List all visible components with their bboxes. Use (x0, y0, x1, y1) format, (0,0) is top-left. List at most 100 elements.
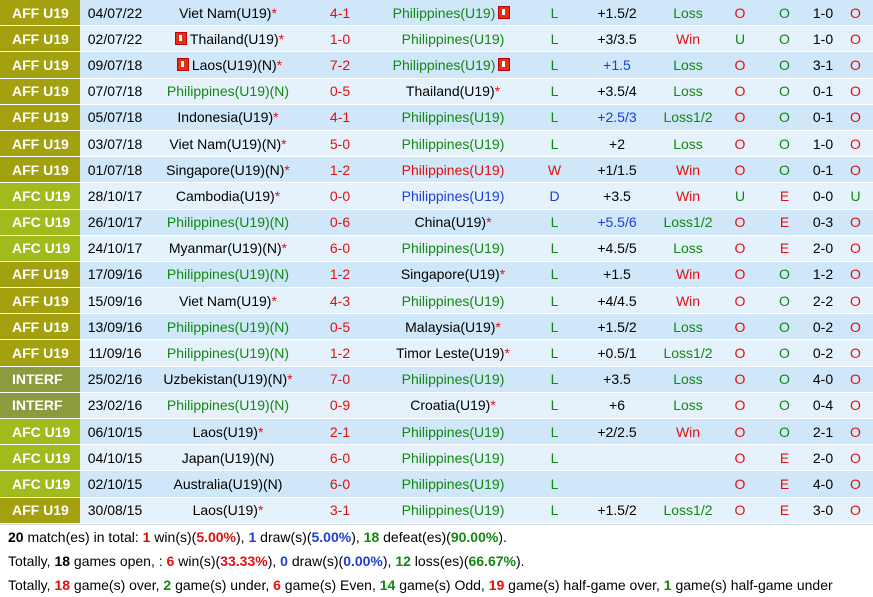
league-cell[interactable]: AFF U19 (0, 287, 80, 315)
score-cell[interactable]: 5-0 (306, 130, 374, 158)
score-cell[interactable]: 6-0 (306, 235, 374, 262)
league-cell[interactable]: AFC U19 (0, 444, 80, 472)
away-team-cell[interactable]: Thailand(U19)* (374, 78, 532, 105)
home-team-name[interactable]: Philippines(U19)(N) (166, 397, 290, 414)
league-cell[interactable]: AFC U19 (0, 235, 80, 262)
away-team-cell[interactable]: Philippines(U19) (374, 444, 532, 472)
away-team-name[interactable]: China(U19) (414, 214, 487, 231)
score-cell[interactable]: 4-3 (306, 287, 374, 315)
away-team-cell[interactable]: Philippines(U19) (374, 418, 532, 446)
home-team-name[interactable]: Thailand(U19) (189, 30, 279, 47)
home-team-name[interactable]: Japan(U19)(N) (181, 449, 275, 466)
score-cell[interactable]: 0-6 (306, 209, 374, 236)
home-team-name[interactable]: Singapore(U19)(N) (166, 161, 285, 178)
home-team-name[interactable]: Philippines(U19)(N) (166, 214, 290, 231)
away-team-name[interactable]: Philippines(U19) (401, 240, 505, 257)
away-team-name[interactable]: Philippines(U19) (392, 4, 496, 21)
home-team-name[interactable]: Philippines(U19)(N) (166, 345, 290, 362)
league-cell[interactable]: AFC U19 (0, 418, 80, 446)
league-cell[interactable]: INTERF (0, 392, 80, 420)
away-team-name[interactable]: Philippines(U19) (401, 161, 505, 178)
away-team-cell[interactable]: Croatia(U19)* (374, 392, 532, 420)
score-cell[interactable]: 4-1 (306, 104, 374, 131)
away-team-name[interactable]: Croatia(U19) (410, 397, 491, 414)
league-cell[interactable]: AFF U19 (0, 78, 80, 105)
league-cell[interactable]: AFC U19 (0, 470, 80, 498)
home-team-cell[interactable]: Viet Nam(U19)(N)* (150, 130, 306, 158)
score-cell[interactable]: 1-0 (306, 25, 374, 53)
home-team-cell[interactable]: Indonesia(U19)* (150, 104, 306, 131)
home-team-cell[interactable]: Viet Nam(U19)* (150, 0, 306, 27)
away-team-name[interactable]: Philippines(U19) (401, 30, 505, 47)
home-team-name[interactable]: Philippines(U19)(N) (166, 83, 290, 100)
score-cell[interactable]: 7-2 (306, 51, 374, 79)
score-cell[interactable]: 1-2 (306, 339, 374, 367)
home-team-name[interactable]: Uzbekistan(U19)(N) (163, 371, 288, 388)
home-team-name[interactable]: Australia(U19)(N) (173, 475, 283, 492)
score-cell[interactable]: 0-0 (306, 182, 374, 210)
away-team-name[interactable]: Timor Leste(U19) (396, 345, 505, 362)
away-team-cell[interactable]: Philippines(U19) (374, 235, 532, 262)
home-team-cell[interactable]: Myanmar(U19)(N)* (150, 235, 306, 262)
home-team-cell[interactable]: Laos(U19)* (150, 497, 306, 524)
league-cell[interactable]: AFF U19 (0, 130, 80, 158)
home-team-cell[interactable]: Philippines(U19)(N) (150, 78, 306, 105)
away-team-name[interactable]: Philippines(U19) (401, 371, 505, 388)
home-team-cell[interactable]: Japan(U19)(N) (150, 444, 306, 472)
away-team-cell[interactable]: Philippines(U19) (374, 25, 532, 53)
home-team-cell[interactable]: Philippines(U19)(N) (150, 313, 306, 341)
score-cell[interactable]: 0-5 (306, 78, 374, 105)
away-team-name[interactable]: Philippines(U19) (401, 109, 505, 126)
home-team-name[interactable]: Laos(U19) (192, 423, 258, 440)
away-team-cell[interactable]: Philippines(U19) (374, 130, 532, 158)
away-team-cell[interactable]: Timor Leste(U19)* (374, 339, 532, 367)
league-cell[interactable]: AFF U19 (0, 51, 80, 79)
away-team-name[interactable]: Philippines(U19) (401, 292, 505, 309)
league-cell[interactable]: AFF U19 (0, 104, 80, 131)
away-team-cell[interactable]: Philippines(U19) (374, 104, 532, 131)
away-team-cell[interactable]: Philippines(U19) (374, 287, 532, 315)
league-cell[interactable]: AFF U19 (0, 313, 80, 341)
home-team-name[interactable]: Indonesia(U19) (177, 109, 274, 126)
away-team-cell[interactable]: Philippines(U19) (374, 470, 532, 498)
home-team-cell[interactable]: Thailand(U19)* (150, 25, 306, 53)
home-team-name[interactable]: Laos(U19) (192, 502, 258, 519)
home-team-cell[interactable]: Singapore(U19)(N)* (150, 156, 306, 184)
score-cell[interactable]: 6-0 (306, 444, 374, 472)
away-team-name[interactable]: Philippines(U19) (401, 187, 505, 204)
score-cell[interactable]: 4-1 (306, 0, 374, 27)
away-team-name[interactable]: Singapore(U19) (400, 266, 500, 283)
league-cell[interactable]: AFF U19 (0, 156, 80, 184)
away-team-name[interactable]: Philippines(U19) (401, 423, 505, 440)
league-cell[interactable]: AFF U19 (0, 25, 80, 53)
away-team-name[interactable]: Philippines(U19) (392, 56, 496, 73)
away-team-cell[interactable]: Philippines(U19) (374, 51, 532, 79)
home-team-cell[interactable]: Philippines(U19)(N) (150, 209, 306, 236)
score-cell[interactable]: 0-5 (306, 313, 374, 341)
away-team-name[interactable]: Philippines(U19) (401, 502, 505, 519)
league-cell[interactable]: AFF U19 (0, 497, 80, 524)
home-team-cell[interactable]: Cambodia(U19)* (150, 182, 306, 210)
home-team-name[interactable]: Philippines(U19)(N) (166, 266, 290, 283)
home-team-name[interactable]: Cambodia(U19) (175, 187, 275, 204)
score-cell[interactable]: 2-1 (306, 418, 374, 446)
home-team-cell[interactable]: Laos(U19)(N)* (150, 51, 306, 79)
away-team-name[interactable]: Thailand(U19) (405, 83, 495, 100)
away-team-cell[interactable]: Malaysia(U19)* (374, 313, 532, 341)
away-team-cell[interactable]: Philippines(U19) (374, 0, 532, 27)
away-team-cell[interactable]: Philippines(U19) (374, 497, 532, 524)
score-cell[interactable]: 6-0 (306, 470, 374, 498)
home-team-cell[interactable]: Philippines(U19)(N) (150, 261, 306, 289)
home-team-name[interactable]: Viet Nam(U19) (179, 292, 272, 309)
score-cell[interactable]: 0-9 (306, 392, 374, 420)
home-team-name[interactable]: Viet Nam(U19)(N) (169, 135, 282, 152)
home-team-name[interactable]: Laos(U19)(N) (191, 56, 277, 73)
home-team-cell[interactable]: Australia(U19)(N) (150, 470, 306, 498)
home-team-name[interactable]: Philippines(U19)(N) (166, 318, 290, 335)
league-cell[interactable]: AFC U19 (0, 209, 80, 236)
league-cell[interactable]: AFC U19 (0, 182, 80, 210)
league-cell[interactable]: INTERF (0, 366, 80, 393)
away-team-cell[interactable]: Philippines(U19) (374, 156, 532, 184)
league-cell[interactable]: AFF U19 (0, 261, 80, 289)
home-team-cell[interactable]: Uzbekistan(U19)(N)* (150, 366, 306, 393)
